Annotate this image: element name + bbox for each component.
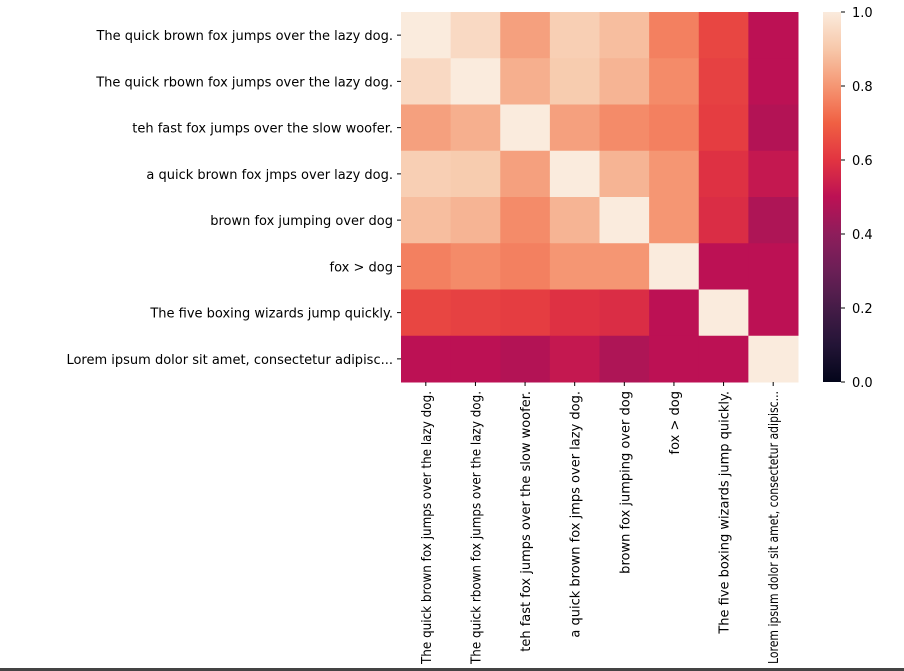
x-tick-label: The quick brown fox jumps over the lazy … — [420, 391, 435, 665]
heatmap-cell — [599, 335, 650, 383]
x-tick-label: Lorem ipsum dolor sit amet, consectetur … — [767, 391, 782, 664]
heatmap-cell — [698, 12, 749, 59]
heatmap-cell — [748, 335, 799, 383]
colorbar-tick-label: 0.8 — [852, 80, 873, 95]
heatmap-cell — [450, 58, 501, 105]
heatmap-cell — [599, 12, 650, 59]
heatmap-cell — [450, 335, 501, 383]
colorbar-tick-label: 0.4 — [852, 228, 873, 243]
heatmap-cell — [698, 289, 749, 337]
heatmap-cell — [500, 58, 551, 105]
heatmap-cell — [698, 104, 749, 152]
heatmap-cell — [549, 197, 600, 244]
heatmap-cell — [698, 335, 749, 383]
heatmap-cell — [599, 150, 650, 198]
heatmap-cell — [748, 104, 799, 152]
heatmap-cell — [698, 243, 749, 290]
y-tick-label: a quick brown fox jmps over lazy dog. — [146, 168, 393, 183]
colorbar: 0.0 0.2 0.4 0.6 0.8 1.0 — [823, 6, 873, 391]
heatmap-cell — [599, 58, 650, 105]
heatmap-cell — [500, 243, 551, 290]
x-tick-label: teh fast fox jumps over the slow woofer. — [519, 391, 534, 652]
heatmap-cell — [500, 150, 551, 198]
heatmap-cell — [549, 12, 600, 59]
heatmap-cell — [401, 12, 452, 59]
y-tick-label: brown fox jumping over dog — [210, 214, 393, 229]
heatmap-cell — [450, 150, 501, 198]
heatmap-cell — [549, 104, 600, 152]
column-labels: The quick brown fox jumps over the lazy … — [420, 382, 782, 665]
heatmap-cell — [748, 58, 799, 105]
heatmap-cell — [450, 197, 501, 244]
heatmap-cell — [500, 289, 551, 337]
heatmap-cell — [649, 12, 700, 59]
heatmap-cell — [698, 58, 749, 105]
heatmap-cell — [599, 104, 650, 152]
window-bottom-border — [0, 668, 904, 671]
heatmap-cell — [649, 289, 700, 337]
heatmap-cell — [549, 150, 600, 198]
heatmap-cell — [401, 243, 452, 290]
heatmap-cell — [549, 335, 600, 383]
heatmap-cell — [549, 243, 600, 290]
heatmap-cell — [401, 58, 452, 105]
x-tick-label: The quick rbown fox jumps over the lazy … — [469, 391, 484, 665]
heatmap-cell — [500, 12, 551, 59]
heatmap-cell — [401, 335, 452, 383]
heatmap-cell — [649, 58, 700, 105]
heatmap-cell — [450, 12, 501, 59]
colorbar-tick-label: 0.6 — [852, 154, 873, 169]
heatmap-cell — [748, 243, 799, 290]
y-tick-label: The quick rbown fox jumps over the lazy … — [95, 75, 393, 90]
heatmap-cell — [649, 150, 700, 198]
heatmap-cell — [748, 289, 799, 337]
heatmap-cell — [401, 150, 452, 198]
y-tick-label: fox > dog — [330, 260, 393, 275]
heatmap-cell — [698, 197, 749, 244]
heatmap-cell — [549, 289, 600, 337]
heatmap-cell — [401, 289, 452, 337]
heatmap-cell — [450, 104, 501, 152]
heatmap-cell — [500, 104, 551, 152]
colorbar-tick-label: 1.0 — [852, 6, 873, 21]
y-tick-label: Lorem ipsum dolor sit amet, consectetur … — [66, 353, 393, 368]
x-tick-label: fox > dog — [668, 391, 683, 454]
y-tick-label: teh fast fox jumps over the slow woofer. — [132, 122, 393, 137]
heatmap-cell — [599, 243, 650, 290]
heatmap-cells — [401, 12, 799, 383]
heatmap-cell — [549, 58, 600, 105]
heatmap-cell — [698, 150, 749, 198]
colorbar-tick-label: 0.2 — [852, 302, 873, 317]
heatmap-cell — [748, 150, 799, 198]
colorbar-tick-label: 0.0 — [852, 376, 873, 391]
heatmap-cell — [649, 104, 700, 152]
heatmap-cell — [599, 289, 650, 337]
heatmap-cell — [500, 335, 551, 383]
heatmap-cell — [649, 335, 700, 383]
heatmap-cell — [599, 197, 650, 244]
heatmap-cell — [500, 197, 551, 244]
heatmap-cell — [450, 289, 501, 337]
row-labels: The quick brown fox jumps over the lazy … — [66, 29, 401, 368]
x-tick-label: The five boxing wizards jump quickly. — [718, 391, 733, 635]
heatmap-cell — [748, 12, 799, 59]
heatmap-cell — [649, 197, 700, 244]
y-tick-label: The quick brown fox jumps over the lazy … — [95, 29, 393, 44]
x-tick-label: brown fox jumping over dog — [618, 391, 633, 574]
heatmap-cell — [401, 197, 452, 244]
x-tick-label: a quick brown fox jmps over lazy dog. — [569, 391, 584, 638]
y-tick-label: The five boxing wizards jump quickly. — [149, 307, 393, 322]
heatmap-cell — [748, 197, 799, 244]
heatmap-cell — [649, 243, 700, 290]
heatmap-cell — [401, 104, 452, 152]
heatmap-cell — [450, 243, 501, 290]
colorbar-gradient — [823, 12, 841, 382]
